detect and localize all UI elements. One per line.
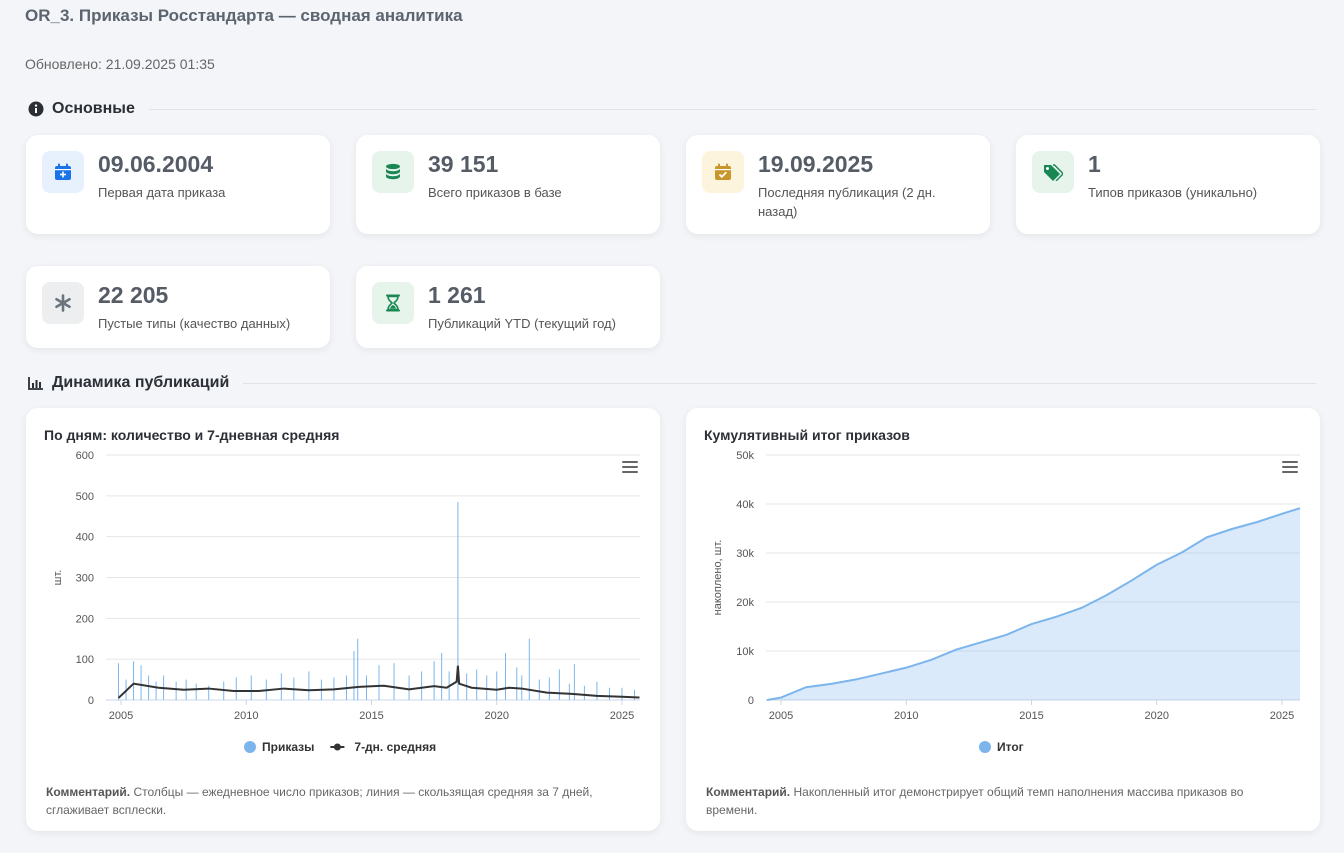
chart-comment: Комментарий. Столбцы — ежедневное число … bbox=[46, 783, 621, 819]
database-icon bbox=[372, 151, 414, 193]
section-divider bbox=[243, 382, 1316, 384]
x-tick-label: 2010 bbox=[234, 710, 258, 722]
legend-marker bbox=[244, 741, 256, 753]
kpi-value: 39 151 bbox=[428, 151, 499, 177]
x-tick-label: 2020 bbox=[484, 710, 508, 722]
y-tick-label: 500 bbox=[76, 491, 94, 503]
kpi-value: 22 205 bbox=[98, 282, 169, 308]
y-tick-label: 30k bbox=[736, 548, 754, 560]
daily-chart-card: По дням: количество и 7-дневная средняя … bbox=[26, 408, 660, 831]
y-tick-label: 10k bbox=[736, 646, 754, 658]
cumulative-area bbox=[767, 508, 1300, 700]
x-tick-label: 2005 bbox=[769, 710, 793, 722]
y-tick-label: 400 bbox=[76, 532, 94, 544]
section-divider bbox=[148, 108, 1316, 110]
y-tick-label: 100 bbox=[76, 654, 94, 666]
asterisk-icon bbox=[42, 282, 84, 324]
cumulative-chart-card: Кумулятивный итог приказов 0 10k 20k 30k 40k… bbox=[686, 408, 1320, 831]
kpi-value: 1 261 bbox=[428, 282, 486, 308]
legend-label: Итог bbox=[997, 740, 1024, 754]
x-tick-label: 2025 bbox=[610, 710, 634, 722]
y-tick-label: 40k bbox=[736, 499, 754, 511]
cumulative-chart-svg: 0 10k 20k 30k 40k 50k 2005 2010 2015 2020 2025 нако… bbox=[712, 450, 1301, 754]
chart-menu-icon[interactable] bbox=[622, 461, 638, 476]
section-dynamics-header: Динамика публикаций bbox=[28, 374, 1316, 392]
kpi-label: Всего приказов в базе bbox=[428, 185, 562, 200]
kpi-card-total: 39 151 Всего приказов в базе bbox=[356, 135, 660, 234]
y-axis-title: накоплено, шт. bbox=[712, 540, 724, 616]
page-title: OR_3. Приказы Росстандарта — сводная ана… bbox=[25, 6, 463, 25]
moving-average-line bbox=[117, 665, 640, 699]
y-tick-label: 20k bbox=[736, 597, 754, 609]
legend-marker bbox=[333, 743, 341, 751]
bar-chart-icon bbox=[28, 375, 44, 391]
y-tick-label: 200 bbox=[76, 613, 94, 625]
kpi-label: Публикаций YTD (текущий год) bbox=[428, 316, 616, 331]
legend-label: 7-дн. средняя bbox=[354, 740, 436, 754]
updated-timestamp: Обновлено: 21.09.2025 01:35 bbox=[25, 56, 215, 72]
kpi-card-last-publication: 19.09.2025 Последняя публикация (2 дн. н… bbox=[686, 135, 990, 234]
section-title-dynamics: Динамика публикаций bbox=[52, 374, 230, 391]
y-tick-label: 0 bbox=[748, 695, 754, 707]
kpi-card-ytd: 1 261 Публикаций YTD (текущий год) bbox=[356, 266, 660, 348]
daily-chart-svg: 0 100 200 300 400 500 600 2005 2010 2015 2020 2025 ш… bbox=[52, 450, 640, 754]
calendar-check-icon bbox=[702, 151, 744, 193]
hourglass-icon bbox=[372, 282, 414, 324]
chart-title: По дням: количество и 7-дневная средняя bbox=[44, 427, 340, 443]
info-icon bbox=[28, 101, 44, 117]
legend-marker bbox=[979, 741, 991, 753]
chart-comment: Комментарий. Накопленный итог демонстрир… bbox=[706, 783, 1281, 819]
kpi-label: Пустые типы (качество данных) bbox=[98, 316, 291, 331]
kpi-label: Типов приказов (уникально) bbox=[1088, 185, 1258, 200]
kpi-card-first-date: 09.06.2004 Первая дата приказа bbox=[26, 135, 330, 234]
comment-text: Накопленный итог демонстрирует общий тем… bbox=[706, 785, 1244, 817]
kpi-value: 09.06.2004 bbox=[98, 151, 214, 177]
y-axis-title: шт. bbox=[52, 570, 64, 586]
kpi-label: Последняя публикация (2 дн. назад) bbox=[758, 185, 936, 219]
calendar-plus-icon bbox=[42, 151, 84, 193]
kpi-value: 1 bbox=[1088, 151, 1101, 177]
section-main-header: Основные bbox=[28, 100, 1316, 118]
legend-label: Приказы bbox=[262, 740, 314, 754]
kpi-card-types: 1 Типов приказов (уникально) bbox=[1016, 135, 1320, 234]
kpi-card-empty-types: 22 205 Пустые типы (качество данных) bbox=[26, 266, 330, 348]
x-tick-label: 2025 bbox=[1270, 710, 1294, 722]
x-tick-label: 2015 bbox=[1019, 710, 1043, 722]
y-tick-label: 600 bbox=[76, 450, 94, 462]
tags-icon bbox=[1032, 151, 1074, 193]
y-tick-label: 0 bbox=[88, 695, 94, 707]
comment-text: Столбцы — ежедневное число приказов; лин… bbox=[46, 785, 593, 817]
comment-bold: Комментарий. bbox=[46, 785, 131, 799]
x-tick-label: 2020 bbox=[1144, 710, 1168, 722]
kpi-value: 19.09.2025 bbox=[758, 151, 874, 177]
cumulative-line bbox=[766, 507, 1301, 701]
chart-title: Кумулятивный итог приказов bbox=[704, 427, 910, 443]
x-tick-label: 2015 bbox=[359, 710, 383, 722]
y-tick-label: 50k bbox=[736, 450, 754, 462]
kpi-label: Первая дата приказа bbox=[98, 185, 226, 200]
chart-menu-icon[interactable] bbox=[1282, 461, 1298, 476]
comment-bold: Комментарий. bbox=[706, 785, 791, 799]
x-tick-label: 2005 bbox=[109, 710, 133, 722]
section-title-main: Основные bbox=[52, 100, 135, 117]
y-tick-label: 300 bbox=[76, 573, 94, 585]
x-tick-label: 2010 bbox=[894, 710, 918, 722]
